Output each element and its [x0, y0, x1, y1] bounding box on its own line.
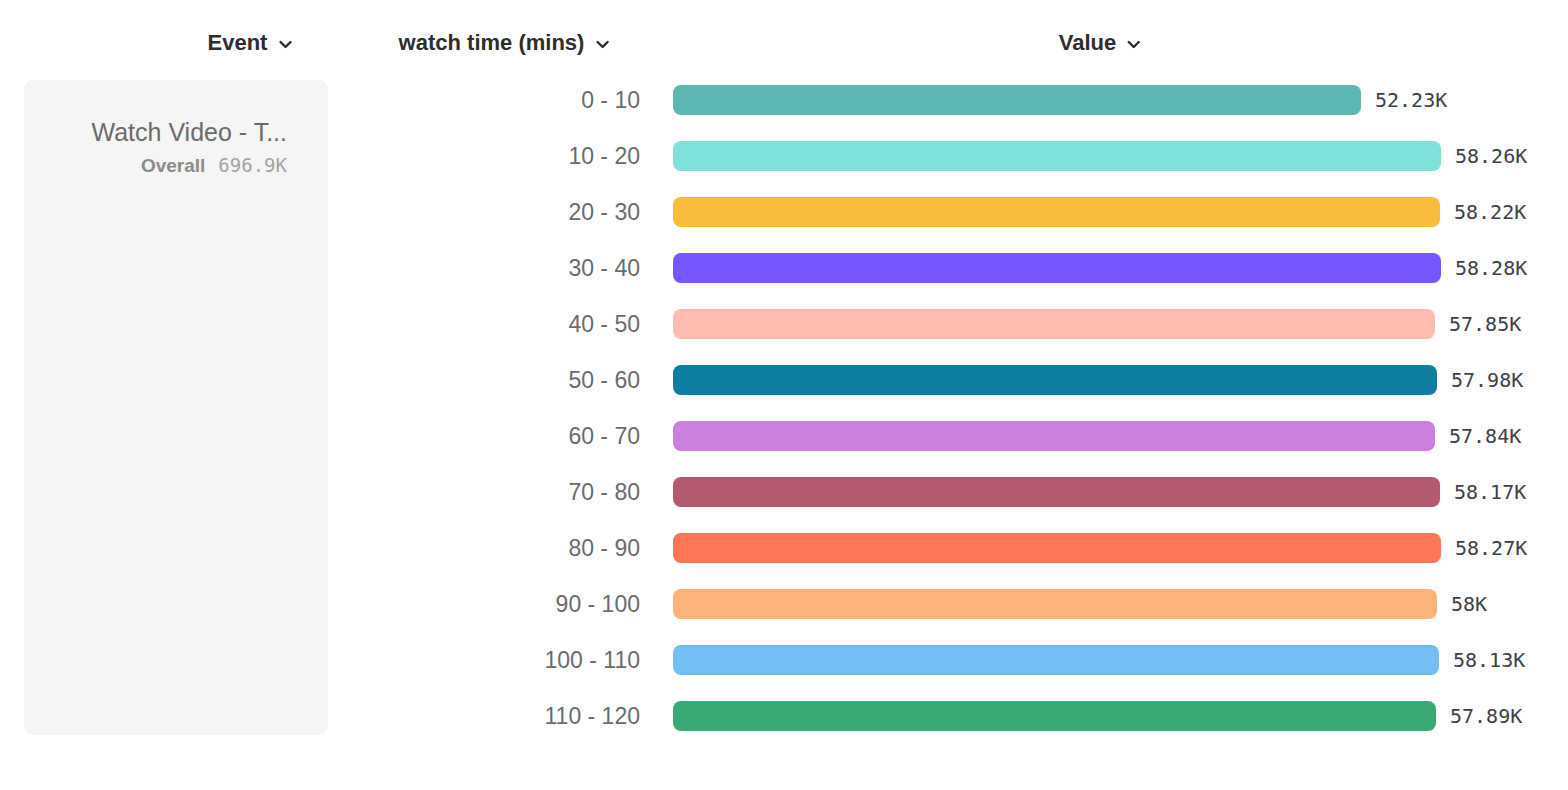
value-label: 58.17K [1454, 480, 1526, 504]
value-label: 57.85K [1449, 312, 1521, 336]
value-column-label: Value [1059, 30, 1116, 56]
chart-row: 20 - 30 58.22K [0, 184, 1568, 240]
bar[interactable] [673, 309, 1435, 339]
value-label: 57.98K [1451, 368, 1523, 392]
value-label: 58.26K [1455, 144, 1527, 168]
value-label: 57.89K [1450, 704, 1522, 728]
value-label: 52.23K [1375, 88, 1447, 112]
chevron-down-icon [1127, 40, 1141, 49]
breakdown-column-label: watch time (mins) [399, 30, 585, 56]
chart-row: 40 - 50 57.85K [0, 296, 1568, 352]
category-label: 80 - 90 [0, 535, 640, 562]
chart-row: 100 - 110 58.13K [0, 632, 1568, 688]
value-label: 57.84K [1449, 424, 1521, 448]
bar[interactable] [673, 645, 1439, 675]
category-label: 0 - 10 [0, 87, 640, 114]
chart-row: 70 - 80 58.17K [0, 464, 1568, 520]
event-column-label: Event [208, 30, 268, 56]
chart-row: 80 - 90 58.27K [0, 520, 1568, 576]
chevron-down-icon [278, 40, 292, 49]
breakdown-column-dropdown[interactable]: watch time (mins) [399, 27, 610, 59]
bar[interactable] [673, 589, 1437, 619]
category-label: 110 - 120 [0, 703, 640, 730]
value-label: 58.13K [1453, 648, 1525, 672]
chart-row: 10 - 20 58.26K [0, 128, 1568, 184]
chart-row: 50 - 60 57.98K [0, 352, 1568, 408]
chart-row: 30 - 40 58.28K [0, 240, 1568, 296]
bar[interactable] [673, 533, 1441, 563]
category-label: 60 - 70 [0, 423, 640, 450]
chevron-down-icon [595, 40, 609, 49]
bar-chart: 0 - 10 52.23K 10 - 20 58.26K 20 - 30 58.22K 30… [0, 72, 1568, 744]
event-column-dropdown[interactable]: Event [208, 27, 293, 59]
insights-bar-chart-view: Event watch time (mins) Value Watch Vide… [0, 0, 1568, 790]
bar[interactable] [673, 701, 1436, 731]
chart-row: 90 - 100 58K [0, 576, 1568, 632]
category-label: 50 - 60 [0, 367, 640, 394]
chart-row: 0 - 10 52.23K [0, 72, 1568, 128]
bar[interactable] [673, 197, 1440, 227]
category-label: 20 - 30 [0, 199, 640, 226]
value-label: 58.22K [1454, 200, 1526, 224]
value-label: 58K [1451, 592, 1487, 616]
category-label: 30 - 40 [0, 255, 640, 282]
value-label: 58.27K [1455, 536, 1527, 560]
bar[interactable] [673, 141, 1441, 171]
bar[interactable] [673, 421, 1435, 451]
bar-rows: 0 - 10 52.23K 10 - 20 58.26K 20 - 30 58.22K 30… [0, 72, 1568, 744]
bar[interactable] [673, 253, 1441, 283]
category-label: 100 - 110 [0, 647, 640, 674]
value-column-dropdown[interactable]: Value [1059, 27, 1141, 59]
chart-row: 110 - 120 57.89K [0, 688, 1568, 744]
chart-row: 60 - 70 57.84K [0, 408, 1568, 464]
category-label: 10 - 20 [0, 143, 640, 170]
category-label: 90 - 100 [0, 591, 640, 618]
category-label: 40 - 50 [0, 311, 640, 338]
bar[interactable] [673, 85, 1361, 115]
value-label: 58.28K [1455, 256, 1527, 280]
category-label: 70 - 80 [0, 479, 640, 506]
bar[interactable] [673, 365, 1437, 395]
bar[interactable] [673, 477, 1440, 507]
